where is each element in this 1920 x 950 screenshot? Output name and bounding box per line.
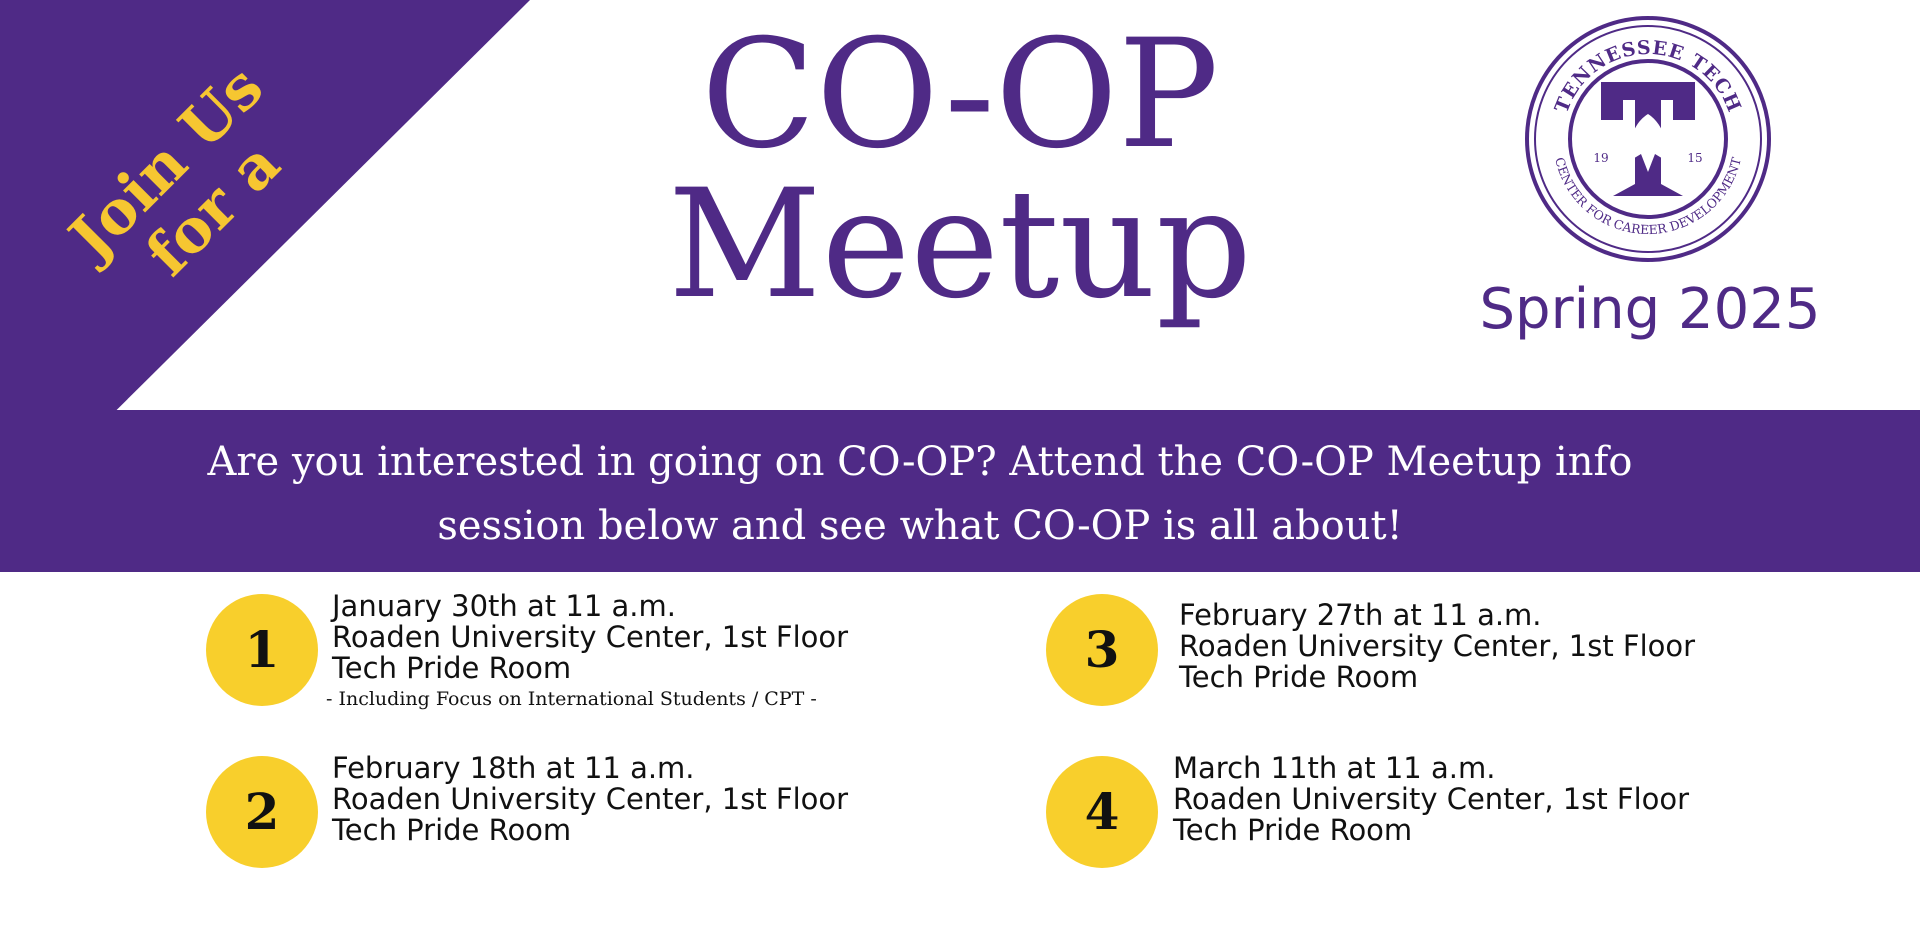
session-location: Roaden University Center, 1st Floor — [332, 620, 849, 654]
session-1: 1 January 30th at 11 a.m. Roaden Univers… — [206, 589, 906, 734]
session-3: 3 February 27th at 11 a.m. Roaden Univer… — [1046, 594, 1746, 734]
session-room: Tech Pride Room — [1179, 660, 1419, 694]
session-location: Roaden University Center, 1st Floor — [1179, 629, 1696, 663]
banner-line-2: session below and see what CO-OP is all … — [437, 503, 1403, 549]
session-number-badge: 4 — [1046, 756, 1158, 868]
session-date: January 30th at 11 a.m. — [332, 589, 676, 623]
session-info: January 30th at 11 a.m. Roaden Universit… — [326, 589, 849, 714]
session-number-badge: 1 — [206, 594, 318, 706]
session-note: - Including Focus on International Stude… — [326, 688, 817, 710]
session-info: March 11th at 11 a.m. Roaden University … — [1173, 753, 1689, 846]
session-number-badge: 2 — [206, 756, 318, 868]
eagle-icon — [1629, 114, 1667, 172]
banner-notch — [0, 524, 390, 572]
session-date: February 27th at 11 a.m. — [1179, 598, 1542, 632]
session-number-badge: 3 — [1046, 594, 1158, 706]
session-date: February 18th at 11 a.m. — [332, 751, 695, 785]
banner-text: Are you interested in going on CO-OP? At… — [200, 430, 1640, 558]
tennessee-tech-seal-logo: TENNESSEE TECH CENTER FOR CAREER DEVELOP… — [1525, 16, 1771, 262]
page-title: CO-OP Meetup — [620, 20, 1300, 320]
session-location: Roaden University Center, 1st Floor — [332, 782, 849, 816]
session-room: Tech Pride Room — [332, 813, 572, 847]
session-location: Roaden University Center, 1st Floor — [1173, 782, 1690, 816]
season-label: Spring 2025 — [1479, 277, 1821, 342]
session-room: Tech Pride Room — [1173, 813, 1413, 847]
title-line-2: Meetup — [667, 158, 1253, 332]
session-info: February 18th at 11 a.m. Roaden Universi… — [332, 753, 848, 846]
banner-line-1: Are you interested in going on CO-OP? At… — [207, 439, 1633, 485]
session-date: March 11th at 11 a.m. — [1173, 751, 1496, 785]
session-info: February 27th at 11 a.m. Roaden Universi… — [1179, 600, 1695, 693]
seal-year-left: 19 — [1593, 151, 1608, 165]
session-room: Tech Pride Room — [332, 651, 572, 685]
title-line-1: CO-OP — [701, 8, 1219, 182]
session-2: 2 February 18th at 11 a.m. Roaden Univer… — [206, 753, 906, 896]
session-4: 4 March 11th at 11 a.m. Roaden Universit… — [1046, 753, 1746, 896]
seal-year-right: 15 — [1687, 151, 1702, 165]
